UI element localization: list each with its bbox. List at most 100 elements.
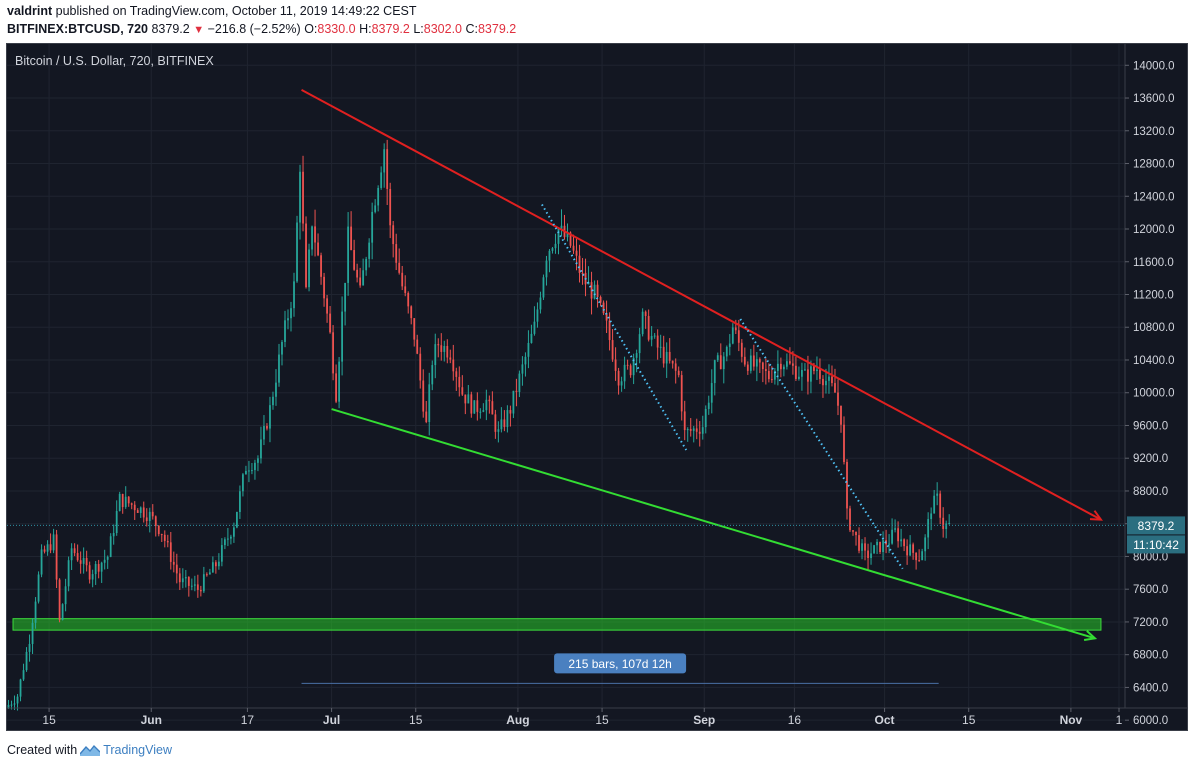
candle-body bbox=[70, 548, 73, 561]
candle-body bbox=[825, 380, 827, 386]
candle-body bbox=[88, 565, 91, 580]
candle-body bbox=[924, 537, 927, 552]
candle-body bbox=[942, 517, 945, 529]
candle-body bbox=[569, 232, 572, 246]
candle-body bbox=[788, 361, 791, 364]
candle-body bbox=[930, 513, 933, 520]
candle-body bbox=[897, 528, 899, 542]
candle-body bbox=[752, 355, 755, 367]
support-zone-box bbox=[12, 618, 1102, 631]
candle-body bbox=[506, 410, 509, 428]
candle-body bbox=[275, 382, 277, 397]
candle-body bbox=[852, 530, 854, 532]
candle-body bbox=[695, 428, 698, 432]
candle-body bbox=[761, 362, 764, 370]
candle-body bbox=[208, 572, 211, 575]
candle-body bbox=[377, 187, 380, 206]
candle-body bbox=[31, 622, 34, 644]
candle-body bbox=[353, 250, 356, 270]
candle-body bbox=[151, 511, 154, 517]
candle-body bbox=[828, 376, 830, 381]
price-tick-label: 12000.0 bbox=[1133, 224, 1175, 236]
candle-body bbox=[810, 366, 812, 382]
candle-body bbox=[133, 504, 136, 511]
candle-body bbox=[73, 548, 76, 554]
candle-body bbox=[440, 345, 443, 352]
candle-body bbox=[677, 370, 680, 376]
candle-body bbox=[822, 378, 824, 386]
candle-body bbox=[719, 355, 722, 370]
candle-body bbox=[416, 339, 419, 354]
support-trendline bbox=[331, 408, 1096, 640]
candle-body bbox=[28, 643, 31, 652]
candle-body bbox=[94, 564, 97, 575]
high-value: 8379.2 bbox=[371, 22, 410, 36]
price-tick-label: 12800.0 bbox=[1133, 159, 1175, 171]
price-tick-label: 8800.0 bbox=[1133, 486, 1168, 498]
candle-body bbox=[428, 384, 431, 423]
candle-body bbox=[807, 369, 809, 382]
candle-body bbox=[933, 495, 936, 514]
price-tick-label: 10000.0 bbox=[1133, 388, 1175, 400]
candle-body bbox=[64, 586, 67, 605]
candle-body bbox=[284, 320, 286, 342]
candle-body bbox=[341, 311, 344, 362]
candle-body bbox=[121, 493, 124, 508]
time-tick-label: 1 bbox=[1116, 713, 1123, 727]
candle-body bbox=[758, 359, 761, 363]
candle-body bbox=[130, 503, 133, 505]
candle-body bbox=[220, 545, 223, 562]
candle-body bbox=[764, 369, 767, 372]
price-tick-label: 12400.0 bbox=[1133, 191, 1175, 203]
candle-body bbox=[100, 562, 103, 572]
candle-body bbox=[455, 371, 458, 377]
candle-body bbox=[629, 365, 632, 376]
candle-body bbox=[16, 696, 19, 704]
tradingview-logo-icon bbox=[80, 744, 101, 756]
candle-body bbox=[257, 458, 259, 463]
candle-body bbox=[419, 353, 422, 381]
candle-body bbox=[686, 429, 689, 431]
candle-body bbox=[888, 543, 890, 545]
candle-body bbox=[491, 401, 494, 415]
candle-body bbox=[332, 332, 334, 374]
candle-body bbox=[626, 364, 629, 366]
candle-body bbox=[40, 549, 43, 575]
chart-panel[interactable]: 215 bars, 107d 12h 6000.0 6400.0 6800.0 720… bbox=[6, 43, 1188, 731]
candle-body bbox=[948, 522, 951, 524]
candle-body bbox=[608, 320, 611, 341]
candle-body bbox=[746, 364, 749, 371]
candle-body bbox=[302, 171, 304, 224]
candle-body bbox=[876, 541, 878, 546]
candle-body bbox=[801, 369, 803, 377]
candle-body bbox=[749, 355, 752, 371]
candle-body bbox=[251, 470, 253, 472]
candle-body bbox=[13, 703, 16, 705]
price-chart[interactable]: 215 bars, 107d 12h 6000.0 6400.0 6800.0 720… bbox=[7, 44, 1187, 730]
candle-body bbox=[512, 390, 515, 414]
candle-body bbox=[488, 399, 491, 402]
candle-body bbox=[879, 541, 881, 553]
candle-body bbox=[311, 226, 313, 250]
candle-body bbox=[906, 546, 909, 556]
candle-body bbox=[578, 255, 581, 273]
candle-body bbox=[482, 410, 485, 412]
candle-body bbox=[536, 309, 539, 322]
candle-body bbox=[740, 342, 743, 357]
author-name[interactable]: valdrint bbox=[7, 4, 53, 18]
grid-lines bbox=[7, 44, 1125, 721]
candle-body bbox=[921, 551, 924, 561]
candle-body bbox=[296, 222, 298, 282]
candle-body bbox=[464, 394, 467, 404]
candle-body bbox=[858, 535, 860, 551]
candle-body bbox=[260, 439, 262, 459]
candle-body bbox=[566, 232, 569, 238]
candle-body bbox=[425, 411, 428, 423]
support-trendline-arrowhead bbox=[1083, 630, 1098, 642]
time-tick-label: Aug bbox=[506, 713, 529, 727]
candle-body bbox=[112, 532, 115, 537]
candle-body bbox=[229, 536, 232, 539]
candle-body bbox=[614, 359, 617, 371]
tradingview-brand-link[interactable]: TradingView bbox=[103, 743, 172, 757]
candle-body bbox=[79, 560, 82, 564]
